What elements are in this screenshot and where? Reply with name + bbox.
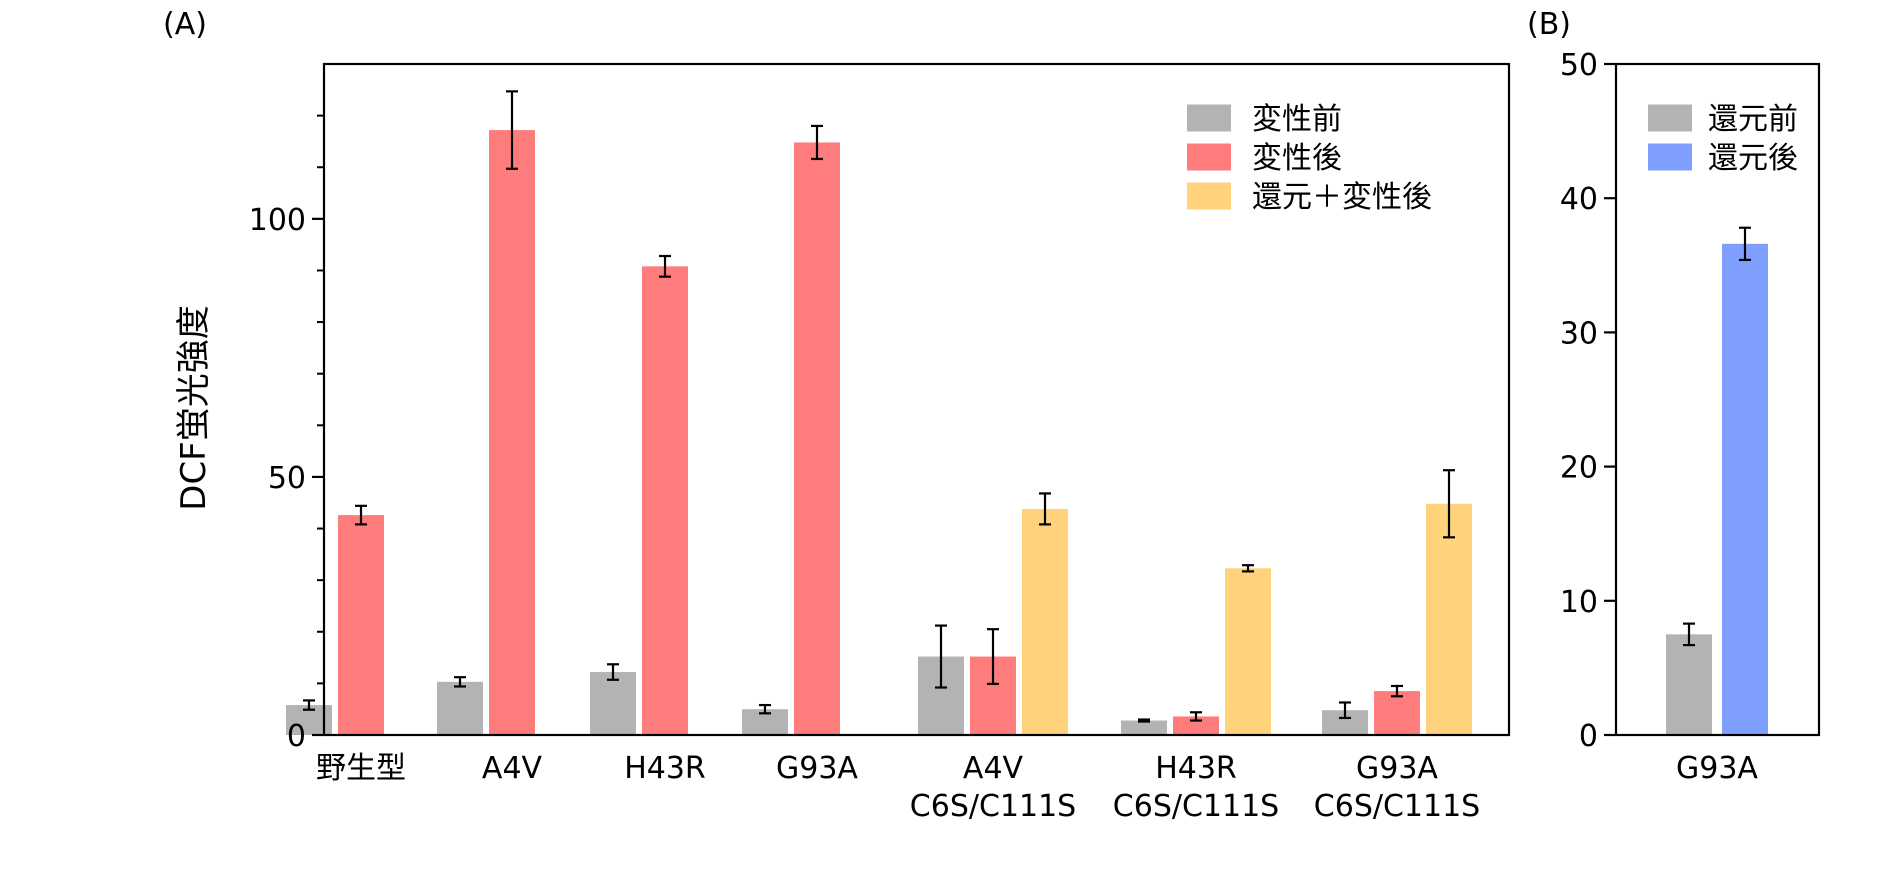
bar-2-1 [1722,243,1768,735]
category-label: G93A [1356,751,1438,786]
bar-2-6 [1173,716,1219,735]
legend-swatch [1648,104,1692,132]
panel-a-label: (A) [163,7,207,42]
panel-b-label: (B) [1527,7,1571,42]
legend-swatch [1187,143,1231,171]
bar-2-3 [642,266,688,735]
legend-label: 還元＋変性後 [1252,180,1432,215]
category-labels: G93A [1676,751,1758,786]
y-tick-label: 20 [1560,451,1598,486]
y-tick-labels: 0 10 20 30 40 50 [1560,48,1598,754]
y-tick-label: 30 [1560,316,1598,351]
category-label: H43R [1155,751,1237,786]
legend-swatch [1187,182,1231,210]
bar-2-4 [794,142,840,735]
bar-1-2 [437,681,483,735]
bars [1666,243,1768,735]
y-tick-label: 0 [1579,719,1598,754]
error-bars [1683,226,1751,647]
legend-label: 変性前 [1252,102,1342,137]
bar-1-1 [1666,634,1712,735]
y-ticks [1604,62,1616,737]
y-tick-label: 0 [287,719,306,754]
y-axis-title: DCF蛍光強度 [174,305,214,510]
category-label: A4V [482,751,543,786]
bar-3-6 [1225,568,1271,735]
bar-3-7 [1426,503,1472,735]
y-tick-label: 50 [268,461,306,496]
legend-label: 変性後 [1252,141,1342,176]
bars [286,130,1472,735]
y-ticks [312,114,324,737]
error-bars [303,90,1455,723]
category-label: G93A [1676,751,1758,786]
y-tick-label: 40 [1560,182,1598,217]
category-label: H43R [624,751,706,786]
category-label: C6S/C111S [910,789,1076,824]
y-tick-label: 10 [1560,585,1598,620]
legend-swatch [1187,104,1231,132]
category-label: 野生型 [316,751,406,786]
bar-2-2 [489,130,535,735]
legend-swatch [1648,143,1692,171]
plot-frame [1614,62,1821,737]
category-label: C6S/C111S [1314,789,1480,824]
plot-frame [322,62,1511,737]
category-labels: 野生型 A4V H43R G93A A4VC6S/C111SH43RC6S/C111SG… [316,751,1480,824]
category-label: G93A [776,751,858,786]
category-label: A4V [963,751,1024,786]
bar-2-1 [338,515,384,735]
y-tick-label: 100 [249,203,306,238]
y-tick-labels: 0 50 100 [249,203,306,754]
legend-label: 還元後 [1708,141,1798,176]
bar-3-5 [1022,508,1068,735]
bar-1-6 [1121,720,1167,735]
y-tick-label: 50 [1560,48,1598,83]
bar-2-7 [1374,691,1420,735]
category-label: C6S/C111S [1113,789,1279,824]
legend-label: 還元前 [1708,102,1798,137]
bar-1-3 [590,672,636,735]
